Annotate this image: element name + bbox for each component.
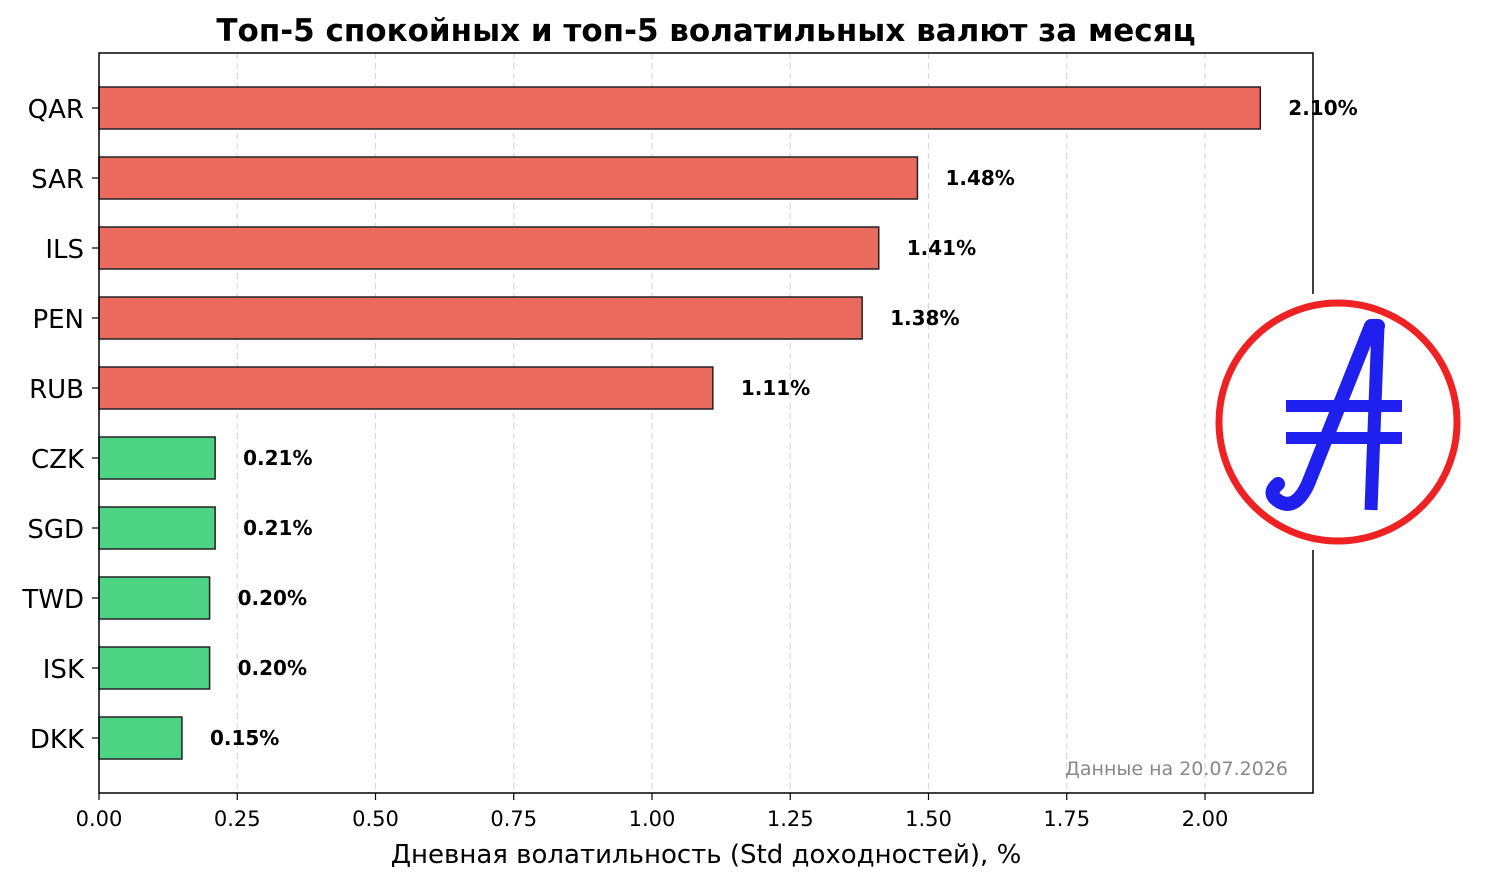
bar-sar [98,156,919,200]
chart-title: Топ-5 спокойных и топ-5 волатильных валю… [216,13,1195,49]
y-tick-label: SGD [27,515,84,545]
x-tick-label: 0.50 [352,807,399,831]
logo-ring [1215,299,1461,545]
value-label: 0.20% [238,586,307,610]
bar-pen [98,296,863,340]
y-tick-label: RUB [29,375,84,405]
value-label: 2.10% [1288,96,1357,120]
bar-ils [98,226,880,270]
y-tick-label: PEN [32,305,84,335]
bar-sgd [98,506,216,550]
x-tick-label: 1.50 [905,807,952,831]
value-label: 0.20% [238,656,307,680]
value-labels: 2.10% 1.48% 1.41% 1.38% 1.11% 0.21% 0.21% 0.20%… [210,96,1358,750]
x-tick-label: 0.00 [76,807,123,831]
bar-isk [98,646,211,690]
y-tick-label: DKK [30,725,85,755]
value-label: 1.11% [741,376,810,400]
axis-ticks: 0.00 0.25 0.50 0.75 1.00 1.25 1.50 1.75 2.00 QAR S… [21,95,1228,831]
currency-A-icon [1265,319,1402,511]
y-tick-label: SAR [31,165,84,195]
bar-dkk [98,716,183,760]
value-label: 1.48% [945,166,1014,190]
bar-czk [98,436,216,480]
y-tick-label: ISK [43,655,85,685]
value-label: 0.21% [243,516,312,540]
value-label: 0.21% [243,446,312,470]
bar-qar [98,86,1262,130]
x-tick-label: 1.25 [767,807,814,831]
x-tick-label: 1.75 [1043,807,1090,831]
y-tick-label: TWD [21,585,84,615]
value-label: 0.15% [210,726,279,750]
x-tick-label: 0.75 [490,807,537,831]
x-tick-label: 1.00 [629,807,676,831]
x-tick-label: 0.25 [214,807,261,831]
logo [1212,294,1464,550]
x-axis-label: Дневная волатильность (Std доходностей),… [391,840,1022,870]
x-tick-label: 2.00 [1182,807,1229,831]
value-label: 1.41% [907,236,976,260]
value-label: 1.38% [890,306,959,330]
data-date-note: Данные на 20.07.2026 [1065,758,1288,780]
y-tick-label: ILS [45,235,84,265]
y-tick-label: QAR [28,95,84,125]
y-tick-label: CZK [31,445,85,475]
bars [98,86,1262,760]
bar-twd [98,576,211,620]
bar-rub [98,366,714,410]
